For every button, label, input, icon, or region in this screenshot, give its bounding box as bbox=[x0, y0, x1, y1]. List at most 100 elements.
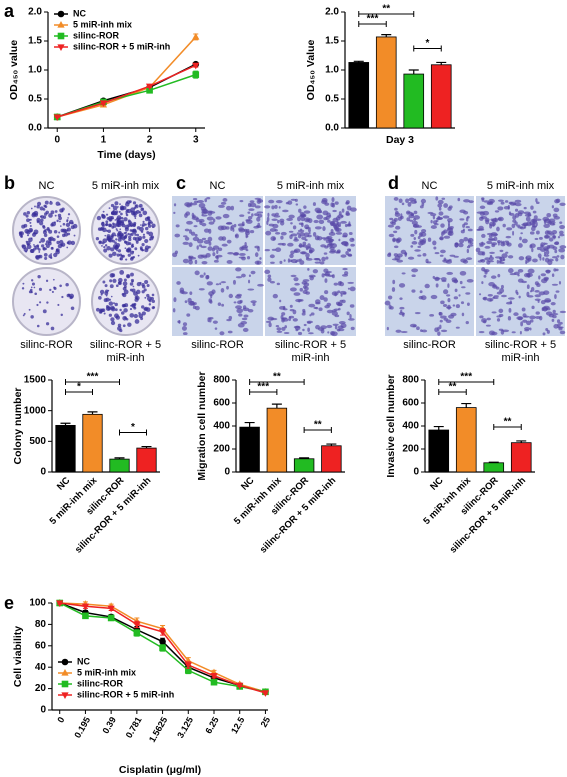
cell bbox=[247, 288, 254, 290]
cell bbox=[530, 206, 533, 210]
colony bbox=[69, 296, 73, 300]
colony bbox=[117, 220, 121, 224]
cell bbox=[412, 221, 418, 225]
cell bbox=[275, 232, 280, 235]
cell bbox=[447, 283, 449, 288]
cell bbox=[348, 221, 350, 225]
colony bbox=[110, 284, 114, 288]
cell bbox=[421, 295, 427, 300]
y-tick-label: 0 bbox=[224, 467, 230, 478]
colony bbox=[29, 290, 32, 293]
cell bbox=[536, 283, 540, 287]
cell bbox=[259, 257, 261, 260]
colony bbox=[22, 283, 24, 285]
cell bbox=[227, 240, 232, 244]
cell bbox=[255, 205, 261, 208]
cell bbox=[500, 241, 502, 244]
colony bbox=[138, 255, 140, 257]
cell bbox=[287, 200, 292, 204]
colony bbox=[118, 249, 121, 252]
cell bbox=[176, 224, 180, 227]
colony bbox=[126, 214, 129, 217]
cell bbox=[267, 217, 270, 222]
colony bbox=[44, 253, 48, 257]
colony bbox=[143, 234, 145, 236]
bar bbox=[429, 430, 449, 472]
x-tick-label: 0 bbox=[54, 135, 60, 146]
cell bbox=[402, 272, 406, 274]
cell bbox=[434, 277, 439, 281]
colony bbox=[31, 208, 33, 210]
cell bbox=[211, 289, 215, 294]
cell bbox=[199, 203, 206, 208]
colony bbox=[24, 229, 29, 234]
cell bbox=[509, 211, 511, 215]
cell bbox=[250, 300, 256, 303]
colony bbox=[120, 213, 123, 216]
error-bar bbox=[409, 70, 419, 74]
colony bbox=[58, 231, 60, 233]
cell bbox=[535, 299, 541, 301]
colony bbox=[52, 238, 55, 241]
image-label: 5 miR-inh mix bbox=[476, 180, 565, 193]
cell bbox=[440, 223, 445, 227]
y-tick-label: 800 bbox=[402, 375, 419, 386]
cell bbox=[215, 327, 218, 330]
cell bbox=[185, 229, 190, 232]
y-tick-label: 0 bbox=[40, 467, 46, 478]
cell bbox=[518, 243, 523, 248]
cell bbox=[297, 216, 301, 221]
cell bbox=[270, 281, 275, 283]
colony bbox=[119, 211, 121, 213]
colony bbox=[46, 280, 48, 282]
point bbox=[58, 11, 65, 18]
cell bbox=[174, 203, 176, 206]
colony bbox=[128, 254, 131, 257]
cell bbox=[555, 269, 558, 272]
cell bbox=[189, 242, 193, 247]
cell bbox=[508, 297, 515, 300]
y-axis-label: Migration cell number bbox=[196, 371, 208, 480]
point bbox=[192, 71, 199, 78]
cell bbox=[298, 229, 304, 232]
colony bbox=[106, 214, 108, 216]
cell bbox=[439, 211, 444, 215]
colony bbox=[123, 217, 127, 221]
cell bbox=[558, 248, 565, 252]
cell bbox=[397, 237, 402, 242]
cell bbox=[227, 252, 233, 254]
cell bbox=[543, 290, 549, 295]
cell bbox=[476, 248, 481, 253]
legend-label: 5 miR-inh mix bbox=[77, 667, 136, 677]
cell bbox=[334, 228, 337, 230]
cell bbox=[496, 315, 501, 317]
colony bbox=[139, 214, 143, 218]
cell bbox=[322, 210, 328, 215]
micrograph bbox=[13, 268, 80, 335]
colony bbox=[51, 327, 55, 331]
colony bbox=[117, 254, 120, 257]
colony bbox=[109, 207, 111, 209]
cell bbox=[526, 321, 531, 325]
colony bbox=[145, 227, 148, 230]
micrograph bbox=[476, 196, 567, 265]
cell bbox=[189, 229, 192, 234]
cell bbox=[288, 215, 294, 219]
cell bbox=[302, 242, 306, 246]
cell bbox=[306, 258, 313, 261]
cell bbox=[276, 325, 279, 327]
colony bbox=[101, 245, 103, 247]
cell bbox=[308, 304, 315, 308]
cell bbox=[560, 331, 565, 335]
cell bbox=[557, 326, 564, 328]
cell bbox=[530, 243, 536, 248]
cell bbox=[508, 205, 510, 210]
cell bbox=[459, 218, 464, 220]
micrograph bbox=[13, 197, 80, 264]
colony bbox=[107, 290, 109, 292]
cell bbox=[293, 310, 297, 315]
y-tick-label: 400 bbox=[402, 421, 419, 432]
cell bbox=[208, 298, 212, 302]
cell bbox=[246, 229, 250, 233]
cell bbox=[420, 290, 423, 293]
